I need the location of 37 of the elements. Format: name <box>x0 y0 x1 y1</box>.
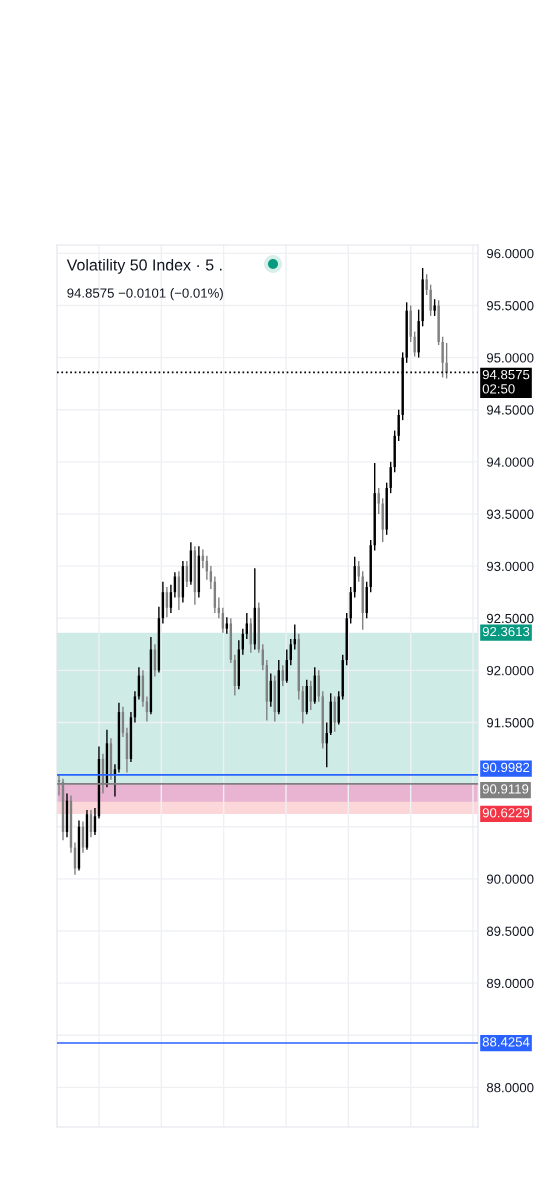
text: Volatility 50 Index · 5 . <box>66 258 222 274</box>
band-label: 90.6229 <box>482 808 530 818</box>
candlestick <box>437 299 440 346</box>
candlestick <box>377 487 380 515</box>
ref-line-label: 88.4254 <box>482 1037 530 1047</box>
y-tick-label: 96.0000 <box>486 248 534 259</box>
y-tick-label: 90.0000 <box>486 874 534 884</box>
candlestick <box>405 301 408 364</box>
y-tick-label: 94.5000 <box>486 405 534 415</box>
candlestick <box>441 336 444 379</box>
candlestick <box>425 273 428 296</box>
ref-line-label: 94.8575 02:50 <box>482 369 530 394</box>
y-tick-label: 89.5000 <box>486 926 534 936</box>
text: 94.8575 −0.0101 (−0.01%) <box>67 288 223 301</box>
y-tick-label: 92.0000 <box>486 665 534 676</box>
candlestick <box>429 283 432 317</box>
candlestick <box>225 616 229 635</box>
candlestick <box>421 267 424 328</box>
ref-line-label: 90.9982 <box>482 762 530 773</box>
ref-line-label: 90.9119 <box>482 784 529 794</box>
candlestick <box>417 308 420 359</box>
candlestick <box>409 304 412 343</box>
y-tick-label: 89.0000 <box>486 978 534 989</box>
y-tick-label: 94.0000 <box>486 457 534 467</box>
y-tick-label: 92.5000 <box>486 613 534 624</box>
y-tick-label: 95.5000 <box>486 301 534 311</box>
candlestick <box>433 298 436 317</box>
candlestick <box>413 330 416 358</box>
candlestick <box>397 409 400 442</box>
y-tick-label: 93.5000 <box>486 509 534 519</box>
candlestick <box>389 461 392 494</box>
y-tick-label: 95.0000 <box>486 353 534 363</box>
candlestick <box>445 342 448 380</box>
band-label: 92.3613 <box>482 626 530 637</box>
y-tick-label: 93.0000 <box>486 561 534 572</box>
y-tick-label: 88.0000 <box>486 1082 534 1093</box>
y-tick-label: 91.5000 <box>486 718 534 728</box>
